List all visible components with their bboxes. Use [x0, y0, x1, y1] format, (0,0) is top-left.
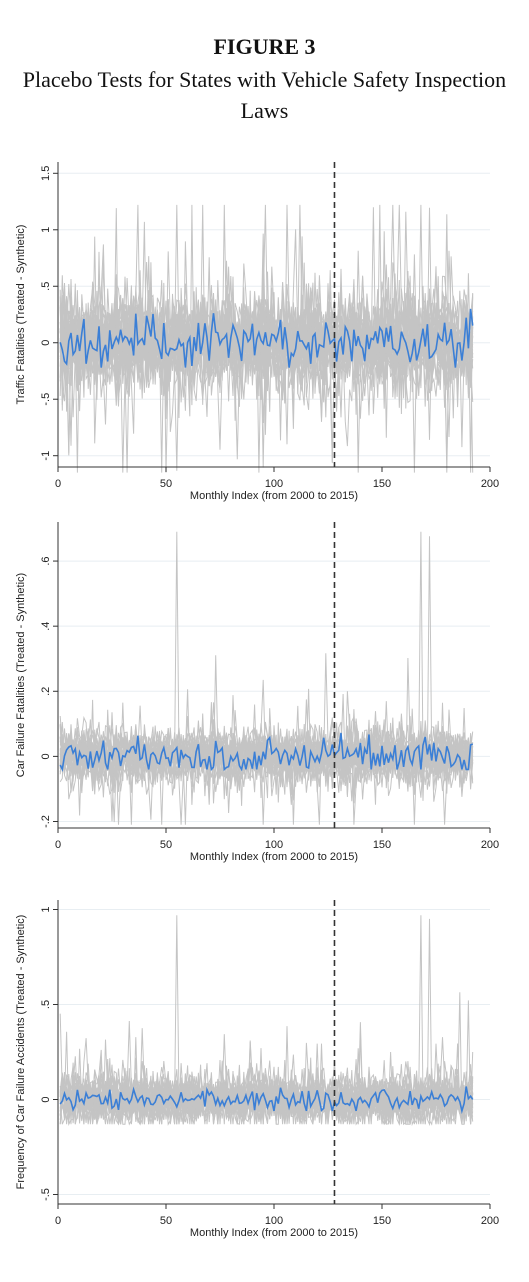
y-tick-label: .2	[40, 687, 52, 696]
placebo-series-line	[59, 709, 474, 825]
y-axis-title: Frequency of Car Failure Accidents (Trea…	[15, 915, 27, 1190]
y-tick-label: -1	[40, 451, 52, 461]
figure-title: Placebo Tests for States with Vehicle Sa…	[22, 67, 507, 123]
placebo-spike	[426, 207, 433, 343]
x-tick-label: 200	[481, 1215, 499, 1227]
chart-panel-1: 0 50 100 150 200 -1 -.5 0 .5 1 1.5 Monthly Index (f…	[15, 162, 499, 502]
x-tick-label: 150	[373, 1215, 391, 1227]
x-tick-label: 50	[160, 1215, 172, 1227]
x-tick-label: 0	[55, 1215, 61, 1227]
x-tick-label: 0	[55, 839, 61, 851]
x-axis-title: Monthly Index (from 2000 to 2015)	[190, 851, 358, 863]
placebo-spike	[174, 531, 180, 757]
placebo-series-line	[59, 713, 474, 805]
placebo-spike	[418, 531, 424, 757]
placebo-spike	[411, 1099, 418, 1125]
y-tick-label: .4	[40, 622, 52, 631]
y-tick-label: -.2	[40, 815, 52, 828]
y-tick-label: 0	[40, 1096, 52, 1102]
placebo-spike	[159, 756, 165, 825]
x-axis-title: Monthly Index (from 2000 to 2015)	[190, 1227, 358, 1239]
figure-label: FIGURE 3	[213, 34, 316, 59]
placebo-spike	[159, 342, 165, 473]
y-tick-label: 1	[40, 227, 52, 233]
placebo-series-line	[59, 1073, 474, 1122]
y-tick-label: -.5	[40, 1188, 52, 1201]
y-tick-label: 0	[40, 340, 52, 346]
placebo-spike	[411, 756, 418, 825]
y-tick-label: .6	[40, 556, 52, 565]
y-axis-title: Car Failure Fatalities (Treated - Synthe…	[15, 573, 27, 777]
placebo-series-line	[59, 241, 474, 417]
y-tick-label: 1.5	[40, 166, 52, 181]
placebo-spike	[411, 342, 418, 473]
x-tick-label: 100	[265, 478, 283, 490]
x-tick-label: 200	[481, 478, 499, 490]
x-tick-label: 0	[55, 478, 61, 490]
placebo-spike	[426, 536, 433, 757]
y-tick-label: .5	[40, 1000, 52, 1009]
treated-series-line	[59, 308, 474, 368]
x-axis-title: Monthly Index (from 2000 to 2015)	[190, 490, 358, 502]
x-tick-label: 50	[160, 839, 172, 851]
x-tick-label: 50	[160, 478, 172, 490]
y-tick-label: 1	[40, 906, 52, 912]
x-tick-label: 150	[373, 839, 391, 851]
y-tick-label: -.5	[40, 393, 52, 406]
x-tick-label: 150	[373, 478, 391, 490]
placebo-spike	[426, 918, 433, 1100]
placebo-spike	[174, 915, 180, 1100]
placebo-series-group	[59, 531, 474, 825]
x-tick-label: 100	[265, 1215, 283, 1227]
y-tick-label: 0	[40, 753, 52, 759]
placebo-spike	[159, 1099, 165, 1125]
placebo-spike	[418, 204, 424, 343]
y-tick-label: .5	[40, 282, 52, 291]
chart-panel-3: 0 50 100 150 200 -.5 0 .5 1 Monthly Index (from 2…	[15, 900, 499, 1239]
placebo-spike	[174, 204, 180, 343]
treated-series-line	[59, 732, 474, 773]
x-tick-label: 100	[265, 839, 283, 851]
y-axis-title: Traffic Fatalities (Treated - Synthetic)	[15, 225, 27, 405]
placebo-spike	[418, 915, 424, 1100]
treated-series-line	[59, 1086, 474, 1115]
x-tick-label: 200	[481, 839, 499, 851]
placebo-series-group	[59, 204, 474, 473]
